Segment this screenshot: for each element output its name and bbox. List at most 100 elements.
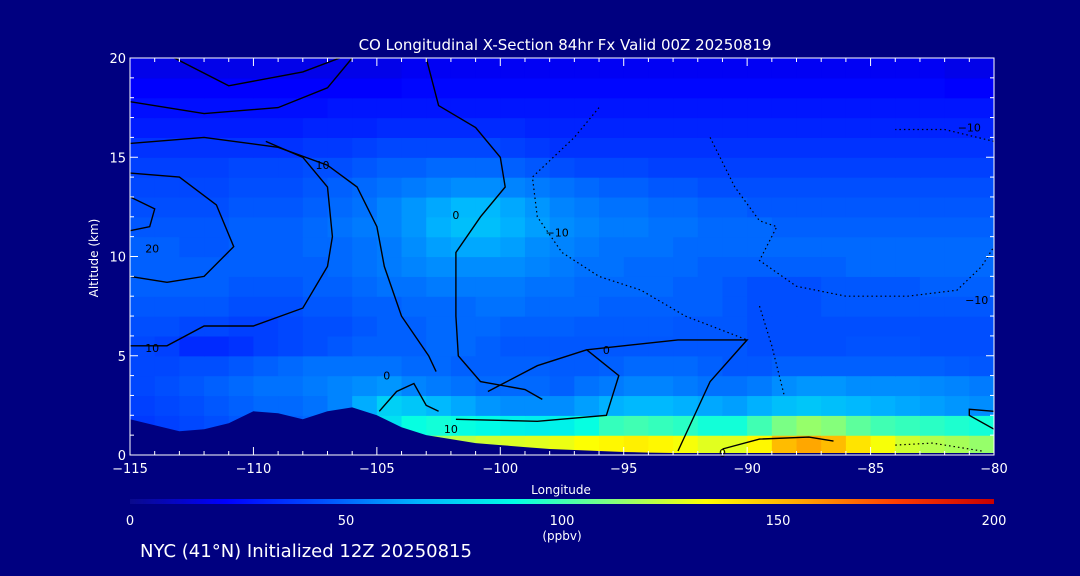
heatmap-cell — [352, 137, 378, 158]
heatmap-cell — [771, 335, 798, 357]
heatmap-cell — [376, 316, 403, 337]
heatmap-cell — [524, 157, 551, 178]
contour-label: 20 — [145, 243, 159, 256]
heatmap-cell — [179, 117, 205, 138]
heatmap-cell — [500, 256, 526, 277]
heatmap-cell — [845, 256, 872, 277]
heatmap-cell — [376, 97, 403, 119]
heatmap-cell — [450, 58, 477, 79]
heatmap-cell — [253, 196, 279, 218]
heatmap-cell — [549, 77, 575, 99]
heatmap-cell — [697, 117, 724, 138]
heatmap-cell — [130, 355, 156, 377]
heatmap-cell — [747, 216, 773, 238]
heatmap-cell — [426, 177, 452, 198]
heatmap-cell — [475, 296, 501, 317]
heatmap-cell — [475, 117, 501, 138]
heatmap-cell — [599, 157, 625, 178]
heatmap-cell — [130, 375, 156, 397]
heatmap-cell — [722, 375, 748, 397]
heatmap-cell — [870, 256, 896, 277]
x-axis: −115 −110 −105 −100 −95 −90 −85 −80 — [112, 58, 1008, 477]
heatmap-cell — [154, 58, 180, 79]
heatmap-cell — [253, 137, 279, 158]
heatmap-cell — [796, 236, 822, 258]
heatmap-cell — [648, 236, 674, 258]
heatmap-cell — [376, 137, 403, 158]
heatmap-cell — [870, 375, 896, 397]
heatmap-cell — [154, 117, 180, 138]
heatmap-cell — [870, 137, 896, 158]
y-tick-label: 0 — [118, 449, 126, 464]
heatmap-cell — [154, 77, 180, 99]
heatmap-cell — [450, 415, 477, 436]
heatmap-cell — [648, 58, 674, 79]
heatmap-cell — [450, 157, 477, 178]
heatmap-cell — [204, 97, 230, 119]
heatmap-cell — [549, 276, 575, 297]
heatmap-cell — [821, 177, 847, 198]
heatmap-cell — [327, 256, 353, 277]
heatmap-cell — [796, 395, 822, 416]
heatmap-cell — [130, 236, 156, 258]
heatmap-cell — [771, 177, 798, 198]
heatmap-cell — [204, 335, 230, 357]
heatmap-cell — [524, 395, 551, 416]
heatmap-cell — [154, 137, 180, 158]
heatmap-cell — [179, 236, 205, 258]
heatmap-cell — [327, 276, 353, 297]
heatmap-cell — [278, 177, 304, 198]
heatmap-cell — [599, 58, 625, 79]
heatmap-cell — [821, 157, 847, 178]
heatmap-cell — [204, 256, 230, 277]
heatmap-cell — [747, 415, 773, 436]
heatmap-cell — [722, 335, 748, 357]
contour-line — [895, 442, 982, 452]
heatmap-cell — [524, 196, 551, 218]
heatmap-cell — [969, 395, 994, 416]
heatmap-cell — [673, 97, 699, 119]
heatmap-cell — [475, 395, 501, 416]
heatmap-cell — [327, 355, 353, 377]
heatmap-cell — [401, 296, 427, 317]
heatmap-cell — [228, 236, 255, 258]
heatmap-cell — [623, 375, 649, 397]
heatmap-cell — [475, 256, 501, 277]
heatmap-cell — [623, 355, 649, 377]
heatmap-cell — [549, 296, 575, 317]
heatmap-cell — [796, 177, 822, 198]
contour-line — [586, 339, 749, 452]
heatmap-cell — [771, 375, 798, 397]
heatmap-cell — [302, 355, 329, 377]
heatmap-cell — [475, 216, 501, 238]
heatmap-cell — [919, 296, 946, 317]
heatmap-cell — [771, 97, 798, 119]
heatmap-cell — [426, 395, 452, 416]
heatmap-cell — [944, 395, 970, 416]
heatmap-cell — [401, 117, 427, 138]
heatmap-cell — [426, 236, 452, 258]
heatmap-cell — [154, 355, 180, 377]
heatmap-cell — [870, 415, 896, 436]
heatmap-cell — [747, 236, 773, 258]
heatmap-cell — [253, 296, 279, 317]
heatmap-cell — [475, 276, 501, 297]
heatmap-cell — [623, 395, 649, 416]
heatmap-cell — [969, 276, 994, 297]
heatmap-cell — [426, 77, 452, 99]
heatmap-cell — [154, 177, 180, 198]
heatmap-cell — [796, 435, 822, 455]
heatmap-cell — [796, 157, 822, 178]
heatmap-cell — [204, 355, 230, 377]
heatmap-cell — [969, 375, 994, 397]
heatmap-cell — [969, 316, 994, 337]
heatmap-cell — [278, 236, 304, 258]
heatmap-cell — [426, 157, 452, 178]
heatmap-cell — [154, 375, 180, 397]
heatmap-cell — [722, 276, 748, 297]
heatmap-cell — [204, 395, 230, 416]
heatmap-cell — [352, 77, 378, 99]
heatmap-cell — [895, 117, 921, 138]
x-tick-label: −115 — [112, 462, 148, 477]
